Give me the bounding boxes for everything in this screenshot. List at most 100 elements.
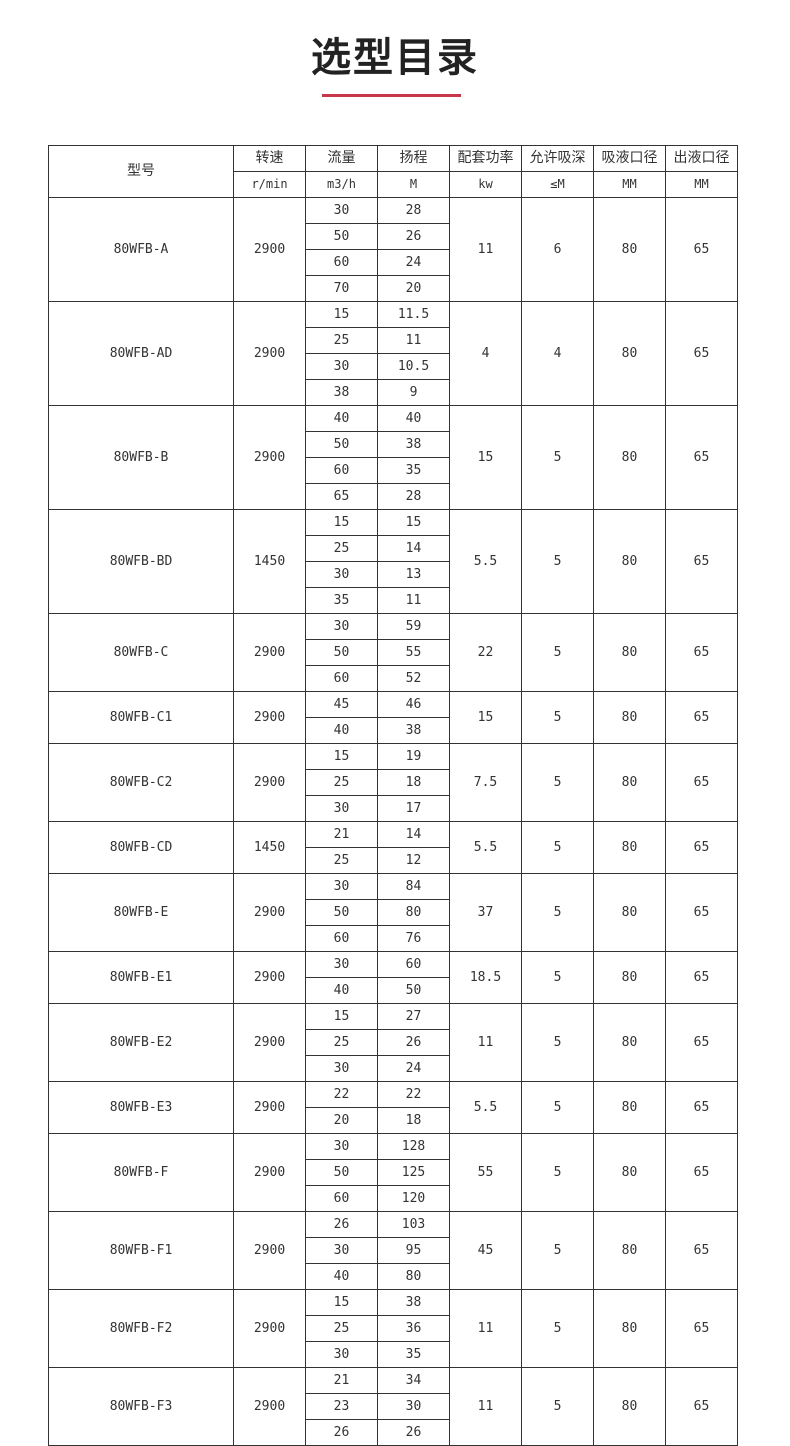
- flow-cell: 30: [305, 613, 378, 640]
- head-cell: 26: [377, 223, 450, 250]
- header-head: 扬程: [377, 145, 450, 172]
- table-row: 30 13: [49, 561, 738, 588]
- inlet-cell: 80: [593, 405, 666, 510]
- model-cell: 80WFB-C: [48, 613, 234, 692]
- header-row-labels: 型号 转速 流量 扬程 配套功率 允许吸深 吸液口径 出液口径: [48, 145, 738, 198]
- head-cell: 30: [377, 1393, 450, 1420]
- unit-suction: ≤M: [521, 171, 594, 198]
- head-cell: 76: [377, 925, 450, 952]
- model-cell: 80WFB-E3: [48, 1081, 234, 1134]
- flow-cell: 35: [305, 587, 378, 614]
- head-cell: 9: [377, 379, 450, 406]
- flow-cell: 25: [305, 535, 378, 562]
- head-cell: 11: [377, 587, 450, 614]
- head-cell: 14: [377, 821, 450, 848]
- head-cell: 38: [377, 431, 450, 458]
- suction-cell: 5: [521, 405, 594, 510]
- outlet-cell: 65: [665, 691, 738, 744]
- flow-cell: 15: [305, 1003, 378, 1030]
- table-row: 80WFB-C1 2900 45 46 15 5 80 65: [48, 691, 738, 744]
- head-cell: 18: [377, 1107, 450, 1134]
- outlet-cell: 65: [665, 1003, 738, 1082]
- speed-cell: 2900: [233, 691, 306, 744]
- model-cell: 80WFB-E2: [48, 1003, 234, 1082]
- table-row: 50 26: [49, 223, 738, 250]
- table-row: 40 80: [49, 1263, 738, 1290]
- flow-cell: 30: [305, 795, 378, 822]
- header-row-units: r/min m3/h M kw ≤M MM MM: [49, 171, 738, 198]
- header-power: 配套功率: [449, 145, 522, 172]
- inlet-cell: 80: [593, 1289, 666, 1368]
- head-cell: 24: [377, 1055, 450, 1082]
- flow-cell: 50: [305, 1159, 378, 1186]
- head-cell: 22: [377, 1081, 450, 1108]
- power-cell: 7.5: [449, 743, 522, 822]
- outlet-cell: 65: [665, 613, 738, 692]
- flow-cell: 30: [305, 1341, 378, 1368]
- table-row: 60 24: [49, 249, 738, 276]
- table-row: 30 10.5: [49, 353, 738, 380]
- table-row: 30 95: [49, 1237, 738, 1264]
- flow-cell: 15: [305, 743, 378, 770]
- flow-cell: 60: [305, 1185, 378, 1212]
- head-cell: 11.5: [377, 301, 450, 328]
- table-row: 50 38: [49, 431, 738, 458]
- flow-cell: 50: [305, 223, 378, 250]
- model-cell: 80WFB-E: [48, 873, 234, 952]
- table-row: 80WFB-A 2900 30 28 11 6 80 65: [48, 197, 738, 302]
- head-cell: 27: [377, 1003, 450, 1030]
- power-cell: 55: [449, 1133, 522, 1212]
- head-cell: 103: [377, 1211, 450, 1238]
- unit-inlet: MM: [593, 171, 666, 198]
- table-row: 80WFB-CD 1450 21 14 5.5 5 80 65: [48, 821, 738, 874]
- head-cell: 55: [377, 639, 450, 666]
- head-cell: 59: [377, 613, 450, 640]
- suction-cell: 5: [521, 951, 594, 1004]
- speed-cell: 2900: [233, 1211, 306, 1290]
- head-cell: 38: [377, 717, 450, 744]
- unit-power: kw: [449, 171, 522, 198]
- power-cell: 45: [449, 1211, 522, 1290]
- outlet-cell: 65: [665, 873, 738, 952]
- table-row: 35 11: [49, 587, 738, 614]
- unit-speed: r/min: [233, 171, 306, 198]
- power-cell: 11: [449, 1289, 522, 1368]
- title-underline: [322, 94, 461, 97]
- power-cell: 18.5: [449, 951, 522, 1004]
- outlet-cell: 65: [665, 1133, 738, 1212]
- head-cell: 12: [377, 847, 450, 874]
- header-inlet: 吸液口径: [593, 145, 666, 172]
- flow-cell: 25: [305, 769, 378, 796]
- power-cell: 11: [449, 197, 522, 302]
- flow-cell: 60: [305, 925, 378, 952]
- inlet-cell: 80: [593, 1211, 666, 1290]
- head-cell: 13: [377, 561, 450, 588]
- table-body: 80WFB-A 2900 30 28 11 6 80 65 50 26 60 24 70 20 80WFB-…: [48, 197, 738, 1446]
- head-cell: 17: [377, 795, 450, 822]
- model-cell: 80WFB-F1: [48, 1211, 234, 1290]
- table-row: 38 9: [49, 379, 738, 406]
- speed-cell: 2900: [233, 1081, 306, 1134]
- header-model: 型号: [48, 145, 234, 198]
- power-cell: 5.5: [449, 1081, 522, 1134]
- flow-cell: 30: [305, 1237, 378, 1264]
- table-row: 30 17: [49, 795, 738, 822]
- power-cell: 15: [449, 405, 522, 510]
- table-row: 80WFB-F1 2900 26 103 45 5 80 65: [48, 1211, 738, 1290]
- table-row: 80WFB-E 2900 30 84 37 5 80 65: [48, 873, 738, 952]
- flow-cell: 20: [305, 1107, 378, 1134]
- table-row: 30 35: [49, 1341, 738, 1368]
- suction-cell: 5: [521, 1003, 594, 1082]
- model-cell: 80WFB-AD: [48, 301, 234, 406]
- suction-cell: 5: [521, 1367, 594, 1446]
- table-row: 60 52: [49, 665, 738, 692]
- head-cell: 18: [377, 769, 450, 796]
- header-flow: 流量: [305, 145, 378, 172]
- speed-cell: 2900: [233, 951, 306, 1004]
- inlet-cell: 80: [593, 301, 666, 406]
- table-row: 80WFB-C2 2900 15 19 7.5 5 80 65: [48, 743, 738, 822]
- head-cell: 15: [377, 509, 450, 536]
- flow-cell: 25: [305, 1029, 378, 1056]
- flow-cell: 30: [305, 951, 378, 978]
- power-cell: 5.5: [449, 821, 522, 874]
